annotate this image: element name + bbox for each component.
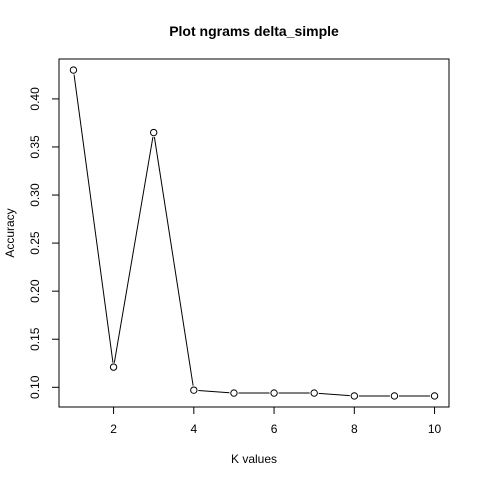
data-point	[109, 363, 118, 371]
chart-title: Plot ngrams delta_simple	[169, 23, 339, 39]
y-tick-label: 0.30	[28, 183, 42, 207]
x-tick-label: 4	[190, 422, 197, 436]
data-point	[190, 386, 198, 394]
y-tick-label: 0.35	[28, 135, 42, 159]
y-tick-label: 0.40	[28, 87, 42, 111]
x-axis-label: K values	[231, 452, 277, 466]
series-line-segment	[318, 392, 350, 397]
series-line-segment	[113, 136, 154, 363]
data-point	[390, 392, 399, 400]
x-axis: 2 4 6 8 10	[110, 406, 442, 436]
y-tick-label: 0.20	[28, 279, 42, 303]
data-point	[270, 389, 278, 397]
series-line-segment	[73, 74, 114, 363]
x-tick-label: 10	[428, 422, 442, 436]
x-tick-label: 2	[110, 422, 117, 436]
data-point	[69, 66, 78, 74]
series-line-segment	[153, 136, 194, 386]
x-tick-label: 8	[351, 422, 358, 436]
data-point	[430, 392, 439, 400]
y-axis: 0.10 0.15 0.20 0.25 0.30 0.35 0.40	[28, 87, 60, 399]
data-point	[350, 392, 359, 400]
data-point	[149, 128, 158, 137]
y-tick-label: 0.15	[28, 327, 42, 351]
y-tick-label: 0.10	[28, 375, 42, 399]
series-line-segment	[198, 390, 230, 394]
x-tick-label: 6	[271, 422, 278, 436]
series-layer	[69, 66, 439, 400]
data-point	[310, 389, 318, 397]
data-point	[230, 389, 238, 397]
y-axis-label: Accuracy	[3, 208, 17, 257]
y-tick-label: 0.25	[28, 231, 42, 255]
